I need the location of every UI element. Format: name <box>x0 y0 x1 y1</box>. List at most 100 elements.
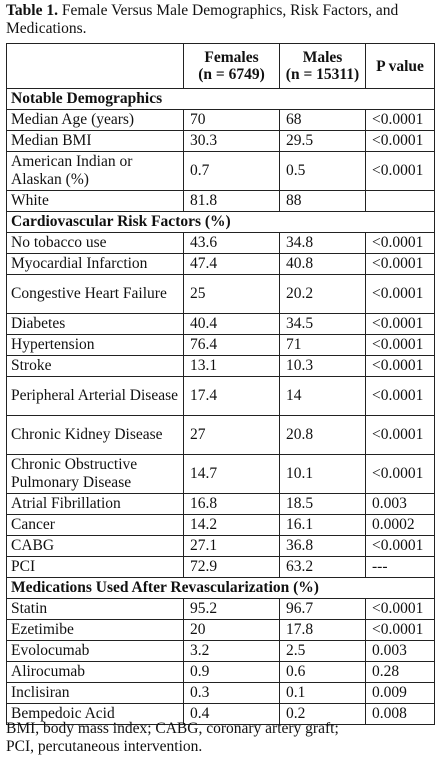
footnote-line-2: PCI, percutaneous intervention. <box>6 738 203 755</box>
table-header-row: Females (n = 6749) Males (n = 15311) P v… <box>6 43 435 89</box>
section-title: Notable Demographics <box>6 88 435 110</box>
table-row: Chronic Obstructive Pulmonary Disease 14.… <box>6 454 435 494</box>
table-row: American Indian or Alaskan (%) 0.7 0.5 <0.0… <box>6 151 435 191</box>
females-value: 13.1 <box>183 355 280 377</box>
females-value: 40.4 <box>183 313 280 335</box>
table-row: Median BMI 30.3 29.5 <0.0001 <box>6 130 435 152</box>
males-value: 10.1 <box>279 454 366 494</box>
males-value: 34.5 <box>279 313 366 335</box>
table-row: Evolocumab 3.2 2.5 0.003 <box>6 640 435 662</box>
table-row: PCI 72.9 63.2 --- <box>6 556 435 578</box>
table-body: Notable Demographics Median Age (years) 70… <box>6 88 435 725</box>
p-value: <0.0001 <box>365 415 435 455</box>
header-males-count: (n = 15311) <box>285 66 360 83</box>
p-value: <0.0001 <box>365 376 435 416</box>
row-label: Hypertension <box>6 334 184 356</box>
row-label: Statin <box>6 598 184 620</box>
p-value: <0.0001 <box>365 454 435 494</box>
p-value: --- <box>365 556 435 578</box>
females-value: 27.1 <box>183 535 280 557</box>
females-value: 16.8 <box>183 493 280 515</box>
p-value: <0.0001 <box>365 274 435 314</box>
males-value: 88 <box>279 190 366 212</box>
row-label: Ezetimibe <box>6 619 184 641</box>
section-title: Medications Used After Revascularization… <box>6 577 435 599</box>
table-row: Atrial Fibrillation 16.8 18.5 0.003 <box>6 493 435 515</box>
row-label: PCI <box>6 556 184 578</box>
header-females-count: (n = 6749) <box>198 66 265 83</box>
females-value: 25 <box>183 274 280 314</box>
females-value: 0.7 <box>183 151 280 191</box>
males-value: 96.7 <box>279 598 366 620</box>
males-value: 0.2 <box>279 703 366 725</box>
row-label: Myocardial Infarction <box>6 253 184 275</box>
p-value: <0.0001 <box>365 109 435 131</box>
table-row: Peripheral Arterial Disease 17.4 14 <0.0001 <box>6 376 435 416</box>
table-footnote: BMI, body mass index; CABG, coronary art… <box>6 720 434 756</box>
table-row: Myocardial Infarction 47.4 40.8 <0.0001 <box>6 253 435 275</box>
p-value <box>365 190 435 212</box>
footnote-line-1: BMI, body mass index; CABG, coronary art… <box>6 720 339 737</box>
table-row: CABG 27.1 36.8 <0.0001 <box>6 535 435 557</box>
males-value: 29.5 <box>279 130 366 152</box>
row-label: Atrial Fibrillation <box>6 493 184 515</box>
males-value: 0.6 <box>279 661 366 683</box>
row-label: No tobacco use <box>6 232 184 254</box>
row-label: Peripheral Arterial Disease <box>6 376 184 416</box>
row-label: Median BMI <box>6 130 184 152</box>
females-value: 0.3 <box>183 682 280 704</box>
p-value: <0.0001 <box>365 619 435 641</box>
p-value: 0.003 <box>365 640 435 662</box>
table-row: White 81.8 88 <box>6 190 435 212</box>
p-value: 0.009 <box>365 682 435 704</box>
females-value: 17.4 <box>183 376 280 416</box>
section-title: Cardiovascular Risk Factors (%) <box>6 211 435 233</box>
table-row: Bempedoic Acid 0.4 0.2 0.008 <box>6 703 435 725</box>
p-value: <0.0001 <box>365 130 435 152</box>
p-value: <0.0001 <box>365 253 435 275</box>
females-value: 30.3 <box>183 130 280 152</box>
males-value: 10.3 <box>279 355 366 377</box>
table-row: No tobacco use 43.6 34.8 <0.0001 <box>6 232 435 254</box>
p-value: <0.0001 <box>365 355 435 377</box>
p-value: <0.0001 <box>365 598 435 620</box>
row-label: Bempedoic Acid <box>6 703 184 725</box>
females-value: 20 <box>183 619 280 641</box>
table-row: Inclisiran 0.3 0.1 0.009 <box>6 682 435 704</box>
row-label: White <box>6 190 184 212</box>
header-pvalue: P value <box>365 43 435 89</box>
females-value: 70 <box>183 109 280 131</box>
row-label: Evolocumab <box>6 640 184 662</box>
males-value: 16.1 <box>279 514 366 536</box>
males-value: 34.8 <box>279 232 366 254</box>
table-row: Chronic Kidney Disease 27 20.8 <0.0001 <box>6 415 435 455</box>
males-value: 40.8 <box>279 253 366 275</box>
females-value: 43.6 <box>183 232 280 254</box>
p-value: <0.0001 <box>365 232 435 254</box>
table-row: Statin 95.2 96.7 <0.0001 <box>6 598 435 620</box>
males-value: 0.1 <box>279 682 366 704</box>
row-label: CABG <box>6 535 184 557</box>
table-row: Cancer 14.2 16.1 0.0002 <box>6 514 435 536</box>
females-value: 3.2 <box>183 640 280 662</box>
section-header-row: Medications Used After Revascularization… <box>6 577 435 599</box>
row-label: Inclisiran <box>6 682 184 704</box>
males-value: 68 <box>279 109 366 131</box>
row-label: Cancer <box>6 514 184 536</box>
table-row: Ezetimibe 20 17.8 <0.0001 <box>6 619 435 641</box>
p-value: 0.003 <box>365 493 435 515</box>
males-value: 63.2 <box>279 556 366 578</box>
p-value: <0.0001 <box>365 535 435 557</box>
header-females: Females (n = 6749) <box>183 43 280 89</box>
header-males: Males (n = 15311) <box>279 43 366 89</box>
p-value: 0.0002 <box>365 514 435 536</box>
row-label: Stroke <box>6 355 184 377</box>
header-blank-cell <box>6 43 184 89</box>
row-label: Congestive Heart Failure <box>6 274 184 314</box>
table-row: Diabetes 40.4 34.5 <0.0001 <box>6 313 435 335</box>
row-label: Diabetes <box>6 313 184 335</box>
males-value: 0.5 <box>279 151 366 191</box>
females-value: 47.4 <box>183 253 280 275</box>
females-value: 81.8 <box>183 190 280 212</box>
table-row: Median Age (years) 70 68 <0.0001 <box>6 109 435 131</box>
